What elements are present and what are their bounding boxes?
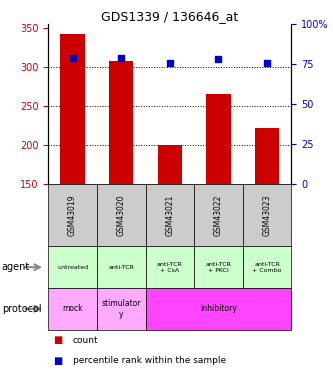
Bar <box>61 34 85 184</box>
Bar <box>194 184 243 246</box>
Text: GSM43022: GSM43022 <box>214 195 223 236</box>
Text: GSM43020: GSM43020 <box>117 194 126 236</box>
Bar <box>97 246 146 288</box>
Bar <box>146 288 291 330</box>
Text: untreated: untreated <box>57 265 88 270</box>
Text: stimulator
y: stimulator y <box>102 299 141 318</box>
Point <box>70 55 75 61</box>
Text: protocol: protocol <box>2 304 41 314</box>
Text: GSM43021: GSM43021 <box>165 195 174 236</box>
Point <box>167 60 172 66</box>
Bar <box>48 184 97 246</box>
Bar <box>146 246 194 288</box>
Bar <box>243 184 291 246</box>
Bar <box>97 184 146 246</box>
Text: agent: agent <box>2 262 30 272</box>
Text: GSM43023: GSM43023 <box>262 194 272 236</box>
Text: ■: ■ <box>53 356 62 366</box>
Text: ■: ■ <box>53 335 62 345</box>
Text: anti-TCR
+ Combo: anti-TCR + Combo <box>252 262 282 273</box>
Text: anti-TCR
+ PKCi: anti-TCR + PKCi <box>205 262 231 273</box>
Bar <box>97 288 146 330</box>
Bar <box>146 184 194 246</box>
Bar <box>255 128 279 184</box>
Text: percentile rank within the sample: percentile rank within the sample <box>73 356 226 365</box>
Bar <box>158 145 182 184</box>
Point <box>216 57 221 63</box>
Text: anti-TCR: anti-TCR <box>108 265 134 270</box>
Bar <box>243 246 291 288</box>
Bar <box>48 288 97 330</box>
Text: count: count <box>73 336 98 345</box>
Text: GSM43019: GSM43019 <box>68 194 77 236</box>
Bar <box>109 61 133 184</box>
Bar <box>206 94 230 184</box>
Text: inhibitory: inhibitory <box>200 304 237 313</box>
Point <box>119 55 124 61</box>
Text: mock: mock <box>62 304 83 313</box>
Text: anti-TCR
+ CsA: anti-TCR + CsA <box>157 262 183 273</box>
Bar <box>48 246 97 288</box>
Title: GDS1339 / 136646_at: GDS1339 / 136646_at <box>101 10 238 23</box>
Point <box>264 60 270 66</box>
Bar <box>194 246 243 288</box>
